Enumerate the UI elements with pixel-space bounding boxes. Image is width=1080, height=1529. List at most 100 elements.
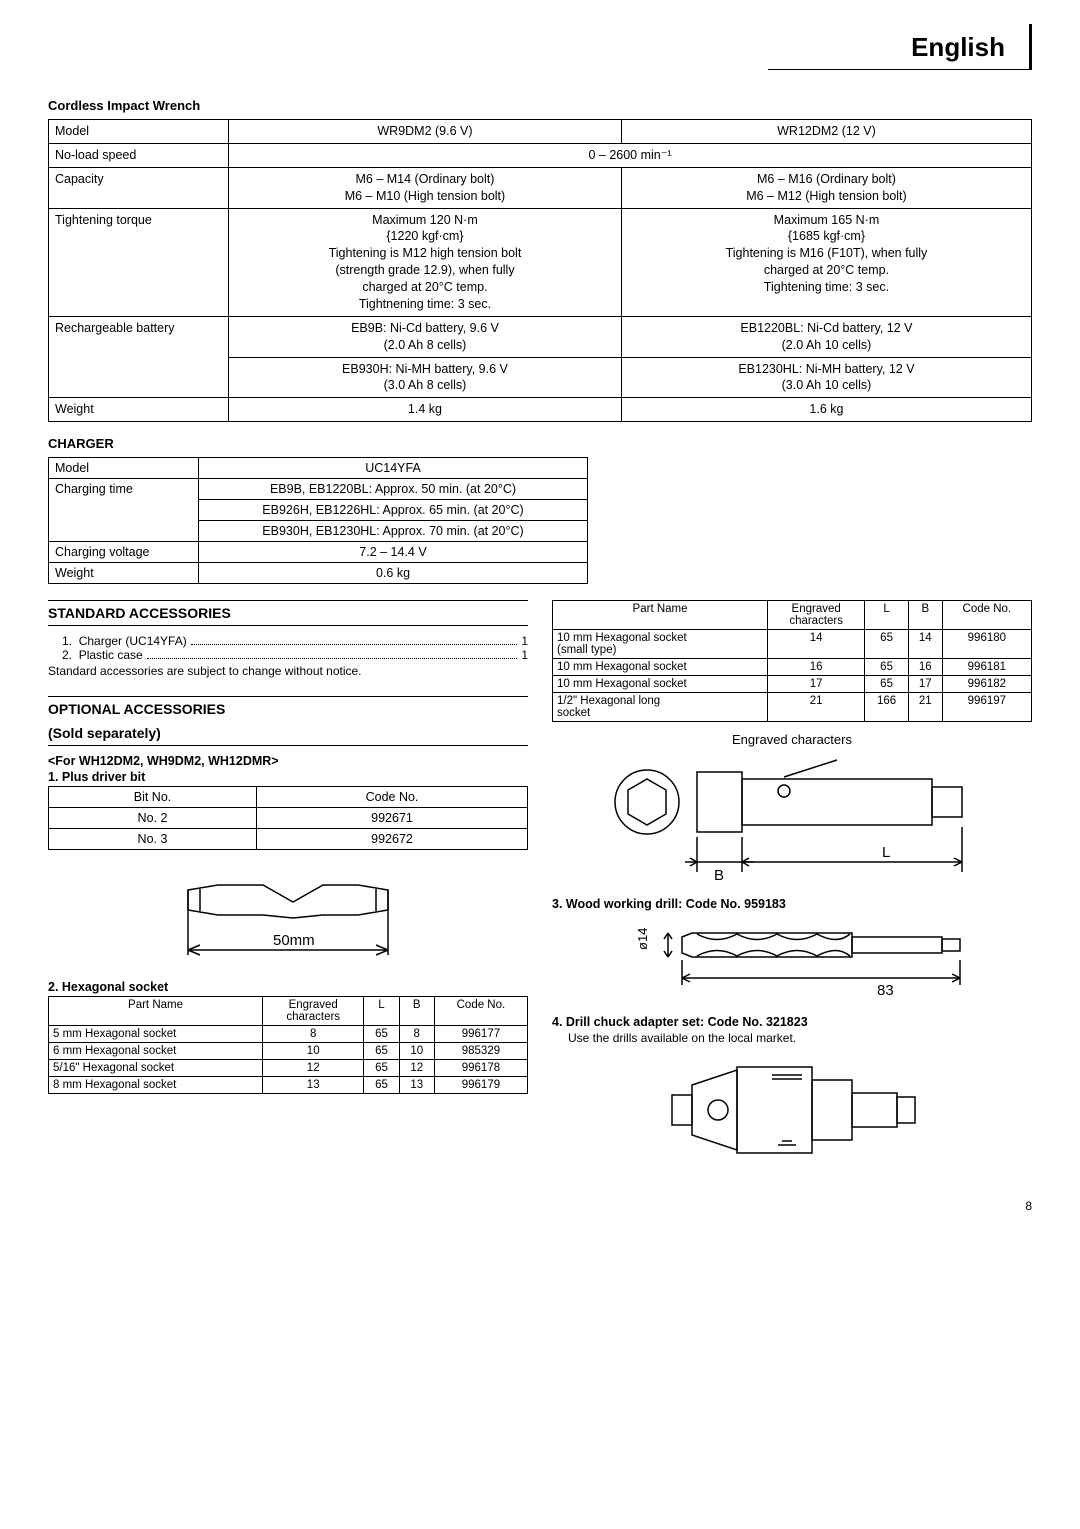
cell-batt-a2: EB930H: Ni-MH battery, 9.6 V (3.0 Ah 8 c… xyxy=(229,357,622,398)
th-b: B xyxy=(399,997,434,1026)
cell-chg-t2: EB926H, EB1226HL: Approx. 65 min. (at 20… xyxy=(199,500,588,521)
cell-ec: 16 xyxy=(768,659,865,676)
hex-socket-table-left: Part Name Engraved characters L B Code N… xyxy=(48,996,528,1094)
idx: 1. xyxy=(62,634,72,648)
cell-pn: 5/16" Hexagonal socket xyxy=(49,1060,263,1077)
std-acc-item-1: 1. Charger (UC14YFA) 1 xyxy=(62,634,528,648)
cell-speed: 0 – 2600 min⁻¹ xyxy=(229,143,1032,167)
cell-model-b: WR12DM2 (12 V) xyxy=(621,120,1031,144)
driver-bit-figure: 50mm xyxy=(48,860,528,970)
code-0: 992671 xyxy=(257,808,528,829)
hex-socket-figure: B L xyxy=(552,757,1032,887)
cell-pn: 6 mm Hexagonal socket xyxy=(49,1043,263,1060)
fig-l: L xyxy=(882,844,890,861)
cell-l: 65 xyxy=(865,676,909,693)
cell-l: 65 xyxy=(364,1060,399,1077)
cell-chg-model: UC14YFA xyxy=(199,458,588,479)
chuck-note: Use the drills available on the local ma… xyxy=(568,1031,1032,1045)
text: Plastic case xyxy=(79,648,143,662)
th-bit: Bit No. xyxy=(49,787,257,808)
wrench-title: Cordless Impact Wrench xyxy=(48,98,1032,113)
wood-len: 83 xyxy=(877,982,894,999)
cell-ec: 12 xyxy=(263,1060,364,1077)
std-acc-list: 1. Charger (UC14YFA) 1 2. Plastic case 1 xyxy=(62,634,528,662)
cell-pn: 5 mm Hexagonal socket xyxy=(49,1026,263,1043)
cell-chg-t3: EB930H, EB1230HL: Approx. 70 min. (at 20… xyxy=(199,521,588,542)
cell-cap-b: M6 – M16 (Ordinary bolt) M6 – M12 (High … xyxy=(621,167,1031,208)
cell-cap-a: M6 – M14 (Ordinary bolt) M6 – M10 (High … xyxy=(229,167,622,208)
cell-ec: 13 xyxy=(263,1077,364,1094)
th-code-r: Code No. xyxy=(942,601,1031,630)
th-pn: Part Name xyxy=(49,997,263,1026)
cell-chg-t1: EB9B, EB1220BL: Approx. 50 min. (at 20°C… xyxy=(199,479,588,500)
label-capacity: Capacity xyxy=(49,167,229,208)
engraved-label: Engraved characters xyxy=(552,732,1032,747)
cell-pn: 1/2" Hexagonal long socket xyxy=(553,693,768,722)
cell-code: 996182 xyxy=(942,676,1031,693)
cell-chg-weight: 0.6 kg xyxy=(199,563,588,584)
cell-b: 17 xyxy=(908,676,942,693)
cell-code: 996180 xyxy=(942,630,1031,659)
cell-torque-a: Maximum 120 N·m {1220 kgf·cm} Tightening… xyxy=(229,208,622,316)
cell-l: 65 xyxy=(865,630,909,659)
cell-torque-b: Maximum 165 N·m {1685 kgf·cm} Tightening… xyxy=(621,208,1031,316)
text: Charger (UC14YFA) xyxy=(79,634,187,648)
cell-pn: 10 mm Hexagonal socket (small type) xyxy=(553,630,768,659)
label-speed: No-load speed xyxy=(49,143,229,167)
cell-ec: 8 xyxy=(263,1026,364,1043)
cell-ec: 10 xyxy=(263,1043,364,1060)
cell-batt-b2: EB1230HL: Ni-MH battery, 12 V (3.0 Ah 10… xyxy=(621,357,1031,398)
page-number: 8 xyxy=(48,1199,1032,1213)
label-battery: Rechargeable battery xyxy=(49,316,229,398)
th-pn-r: Part Name xyxy=(553,601,768,630)
fig-50mm: 50mm xyxy=(273,932,315,949)
driver-bit-table: Bit No. Code No. No. 2 992671 No. 3 9926… xyxy=(48,786,528,850)
label-chg-weight: Weight xyxy=(49,563,199,584)
wood-drill-heading: 3. Wood working drill: Code No. 959183 xyxy=(552,897,1032,911)
cell-b: 13 xyxy=(399,1077,434,1094)
std-acc-item-2: 2. Plastic case 1 xyxy=(62,648,528,662)
code-1: 992672 xyxy=(257,829,528,850)
cell-code: 985329 xyxy=(434,1043,527,1060)
socket-row: 6 mm Hexagonal socket106510985329 xyxy=(49,1043,528,1060)
charger-title: CHARGER xyxy=(48,436,1032,451)
cell-chg-volt: 7.2 – 14.4 V xyxy=(199,542,588,563)
cell-pn: 10 mm Hexagonal socket xyxy=(553,676,768,693)
th-b-r: B xyxy=(908,601,942,630)
th-ec-r: Engraved characters xyxy=(768,601,865,630)
cell-l: 166 xyxy=(865,693,909,722)
cell-code: 996179 xyxy=(434,1077,527,1094)
chuck-figure xyxy=(552,1055,1032,1165)
label-torque: Tightening torque xyxy=(49,208,229,316)
driver-bit-heading: 1. Plus driver bit xyxy=(48,770,528,784)
std-acc-note: Standard accessories are subject to chan… xyxy=(48,664,528,678)
chuck-heading: 4. Drill chuck adapter set: Code No. 321… xyxy=(552,1015,1032,1029)
cell-ec: 17 xyxy=(768,676,865,693)
cell-b: 14 xyxy=(908,630,942,659)
cell-b: 16 xyxy=(908,659,942,676)
cell-b: 21 xyxy=(908,693,942,722)
cell-l: 65 xyxy=(865,659,909,676)
cell-weight-a: 1.4 kg xyxy=(229,398,622,422)
socket-row: 5 mm Hexagonal socket8658996177 xyxy=(49,1026,528,1043)
th-code: Code No. xyxy=(257,787,528,808)
socket-row: 5/16" Hexagonal socket126512996178 xyxy=(49,1060,528,1077)
socket-row: 8 mm Hexagonal socket136513996179 xyxy=(49,1077,528,1094)
cell-code: 996177 xyxy=(434,1026,527,1043)
qty: 1 xyxy=(521,634,528,648)
cell-ec: 14 xyxy=(768,630,865,659)
socket-row: 1/2" Hexagonal long socket2116621996197 xyxy=(553,693,1032,722)
label-weight: Weight xyxy=(49,398,229,422)
cell-ec: 21 xyxy=(768,693,865,722)
socket-row: 10 mm Hexagonal socket (small type)14651… xyxy=(553,630,1032,659)
cell-l: 65 xyxy=(364,1077,399,1094)
label-model: Model xyxy=(49,120,229,144)
language-header: English xyxy=(768,24,1032,70)
cell-batt-a1: EB9B: Ni-Cd battery, 9.6 V (2.0 Ah 8 cel… xyxy=(229,316,622,357)
cell-b: 10 xyxy=(399,1043,434,1060)
socket-row: 10 mm Hexagonal socket176517996182 xyxy=(553,676,1032,693)
th-code: Code No. xyxy=(434,997,527,1026)
th-ec: Engraved characters xyxy=(263,997,364,1026)
opt-acc-title: OPTIONAL ACCESSORIES xyxy=(48,696,528,717)
idx: 2. xyxy=(62,648,72,662)
